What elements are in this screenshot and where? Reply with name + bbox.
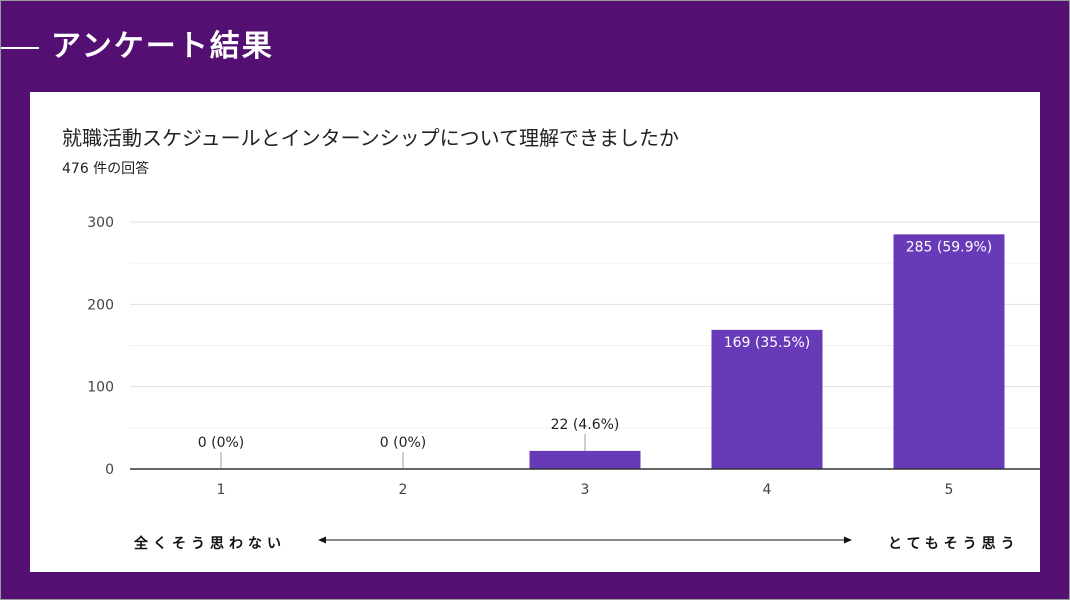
x-tick-label: 4: [763, 482, 772, 498]
title-accent-line: [1, 47, 39, 49]
bar: [529, 450, 641, 469]
bar: [893, 234, 1005, 469]
question-title: 就職活動スケジュールとインターンシップについて理解できましたか: [62, 126, 679, 150]
bar-chart: 0 100 200 300 0 (0%) 1 0 (0%) 2 22 (4.6%) 3 169 (3…: [87, 215, 1040, 498]
scale-right-label: とてもそう思う: [888, 536, 1020, 552]
y-tick-label: 0: [105, 462, 114, 478]
data-label: 22 (4.6%): [551, 417, 620, 433]
x-tick-label: 5: [945, 482, 954, 498]
x-tick-label: 1: [217, 482, 226, 498]
slide-title: アンケート結果: [51, 29, 274, 64]
y-tick-label: 100: [87, 380, 114, 396]
data-label: 169 (35.5%): [724, 335, 811, 351]
x-tick-label: 3: [581, 482, 590, 498]
bar: [711, 329, 823, 469]
x-tick-label: 2: [399, 482, 408, 498]
survey-card: 就職活動スケジュールとインターンシップについて理解できましたか 476 件の回答…: [30, 92, 1040, 572]
data-label: 285 (59.9%): [906, 239, 993, 255]
response-count: 476 件の回答: [62, 161, 150, 177]
scale-left-label: 全くそう思わない: [134, 536, 286, 552]
y-tick-label: 300: [87, 215, 114, 231]
y-tick-label: 200: [87, 297, 114, 313]
double-arrow-icon: [318, 536, 852, 544]
data-label: 0 (0%): [198, 435, 245, 451]
data-label: 0 (0%): [380, 435, 427, 451]
